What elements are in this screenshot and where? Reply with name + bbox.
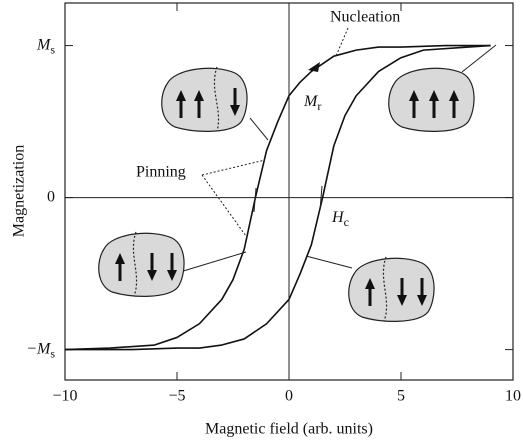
domain-illustration [348, 256, 435, 322]
domain-illustration [388, 67, 475, 132]
y-tick-label: −Ms [26, 340, 55, 360]
x-tick-label: −10 [52, 388, 77, 405]
pinning-mark [319, 185, 323, 211]
leader [249, 117, 269, 141]
leader [461, 44, 497, 73]
x-axis-label: Magnetic field (arb. units) [205, 421, 373, 438]
domain-illustration [161, 66, 248, 132]
x-tick-label: 0 [285, 388, 293, 405]
domain-illustration [98, 231, 185, 297]
annotation: Hc [331, 209, 349, 229]
direction-arrow [308, 62, 320, 72]
leader [335, 27, 349, 57]
annotation: Mr [303, 93, 321, 113]
annotation: Nucleation [330, 9, 400, 26]
leader [179, 251, 247, 273]
y-axis-label: Magnetization [11, 145, 28, 237]
pinning-mark [253, 187, 257, 213]
x-tick-label: −5 [168, 388, 185, 405]
hysteresis-branch [65, 44, 491, 351]
x-tick-label: 5 [397, 388, 405, 405]
x-tick-label: 10 [505, 388, 521, 405]
y-tick-label: 0 [47, 188, 55, 205]
hysteresis-branch [64, 44, 491, 351]
leader [201, 159, 266, 237]
y-tick-label: Ms [36, 36, 55, 56]
leader [305, 255, 353, 269]
annotation: Pinning [136, 164, 186, 181]
